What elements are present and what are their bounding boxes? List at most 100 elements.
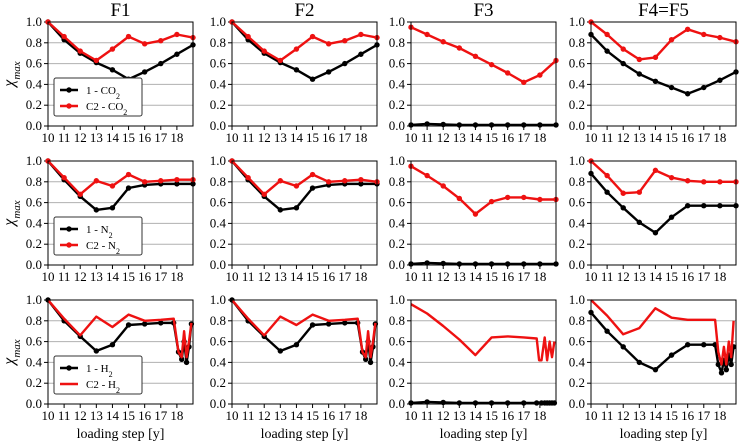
data-point <box>141 41 148 47</box>
panel-2-2: 0.0 0.2 0.4 0.6 0.8 1.0 10 11 12 13 14 15 16 17 18 <box>210 153 380 284</box>
data-point <box>488 400 495 406</box>
x-tick-label: 10 <box>405 408 418 423</box>
y-tick-label: 0.8 <box>389 35 405 50</box>
x-tick-label: 12 <box>74 130 87 145</box>
y-tick-label: 0.6 <box>389 195 406 210</box>
x-tick-label: 11 <box>601 408 614 423</box>
y-tick-label: 0.2 <box>210 97 226 112</box>
y-tick-label: 0.6 <box>389 334 406 349</box>
x-axis-label: loading step [y] <box>620 427 708 442</box>
column-title: F2 <box>294 0 314 21</box>
data-point <box>504 400 511 406</box>
data-point <box>293 205 300 211</box>
y-tick-label: 0.0 <box>210 396 226 411</box>
x-tick-label: 11 <box>58 408 71 423</box>
x-tick-label: 13 <box>90 269 103 284</box>
series-line-1 <box>411 261 556 266</box>
y-tick-label: 0.6 <box>210 195 227 210</box>
panel-frame <box>231 21 378 127</box>
data-point <box>309 171 316 178</box>
data-point <box>93 57 100 64</box>
y-tick-label: 0.0 <box>389 257 405 272</box>
data-point <box>684 203 691 209</box>
data-point <box>701 179 707 185</box>
y-tick-label: 0.6 <box>389 56 406 71</box>
panel-1-4: 0.0 0.2 0.4 0.6 0.8 1.0 10 11 12 13 14 15 16 17 18 F4=F… <box>569 0 739 145</box>
data-point <box>472 122 479 128</box>
series-line-c2 <box>591 160 736 195</box>
series-line-1 <box>591 33 736 96</box>
data-point <box>277 178 284 184</box>
data-point <box>245 174 251 181</box>
data-point <box>537 261 543 267</box>
x-tick-label: 11 <box>421 408 434 423</box>
x-tick-label: 13 <box>90 130 103 145</box>
panel-1-2: 0.0 0.2 0.4 0.6 0.8 1.0 10 11 12 13 14 15 16 17 18 F2 <box>210 0 380 145</box>
panel-3-1: 0.0 0.2 0.4 0.6 0.8 1.0 10 11 12 13 14 15 16 17 18 load… <box>1 292 195 442</box>
y-tick-label: 0.0 <box>389 396 405 411</box>
x-tick-label: 18 <box>533 408 546 423</box>
data-point <box>363 356 369 362</box>
data-point <box>325 41 332 47</box>
data-point <box>715 361 721 368</box>
x-tick-label: 17 <box>338 269 352 284</box>
y-tick-label: 0.8 <box>210 35 226 50</box>
data-point <box>342 60 348 67</box>
x-tick-label: 10 <box>585 130 598 145</box>
series-line-c2 <box>48 21 193 62</box>
data-point <box>533 400 540 406</box>
x-tick-label: 16 <box>501 408 515 423</box>
y-tick-label: 0.4 <box>210 354 227 369</box>
y-tick-label: 0.4 <box>569 215 586 230</box>
data-point <box>277 57 284 64</box>
data-point <box>309 76 316 82</box>
panel-3-3: 0.0 0.2 0.4 0.6 0.8 1.0 10 11 12 13 14 15 16 17 18 load… <box>389 292 558 442</box>
x-tick-label: 15 <box>665 269 678 284</box>
x-tick-label: 11 <box>242 130 255 145</box>
x-tick-label: 16 <box>138 269 152 284</box>
column-title: F4=F5 <box>638 0 689 21</box>
data-point <box>668 84 675 91</box>
x-tick-label: 16 <box>138 130 152 145</box>
data-point <box>293 46 300 52</box>
panel-frame <box>410 299 557 405</box>
data-point <box>456 400 463 406</box>
data-point <box>125 322 132 328</box>
y-tick-label: 0.6 <box>210 56 227 71</box>
panel-frame <box>47 160 194 266</box>
y-tick-label: 0.8 <box>26 313 42 328</box>
x-tick-label: 12 <box>258 130 271 145</box>
y-tick-label: 0.4 <box>210 215 227 230</box>
data-point <box>537 122 543 128</box>
x-tick-label: 13 <box>453 269 466 284</box>
x-tick-label: 16 <box>322 408 336 423</box>
x-tick-label: 18 <box>170 269 183 284</box>
data-point <box>141 179 148 185</box>
x-tick-label: 11 <box>601 130 614 145</box>
y-tick-label: 0.4 <box>389 76 406 91</box>
data-point <box>701 84 707 91</box>
data-point <box>325 69 332 75</box>
y-tick-label: 1.0 <box>26 292 42 307</box>
data-point <box>174 181 180 187</box>
data-point <box>158 60 164 67</box>
x-tick-label: 14 <box>106 408 120 423</box>
legend-label: C2 - CO2 <box>86 101 127 117</box>
x-tick-label: 10 <box>585 269 598 284</box>
data-point <box>424 260 430 266</box>
y-tick-label: 1.0 <box>569 14 585 29</box>
x-tick-label: 17 <box>517 130 531 145</box>
x-tick-label: 11 <box>421 269 434 284</box>
x-tick-label: 17 <box>154 130 168 145</box>
x-tick-label: 10 <box>405 269 418 284</box>
x-tick-label: 15 <box>122 269 135 284</box>
x-tick-label: 12 <box>617 130 630 145</box>
y-tick-label: 0.8 <box>569 174 585 189</box>
x-tick-label: 18 <box>170 130 183 145</box>
data-point <box>521 194 527 201</box>
series-line-1 <box>232 299 377 364</box>
data-point <box>701 203 707 209</box>
data-point <box>636 56 643 63</box>
x-tick-label: 18 <box>354 408 367 423</box>
data-point <box>718 370 725 376</box>
